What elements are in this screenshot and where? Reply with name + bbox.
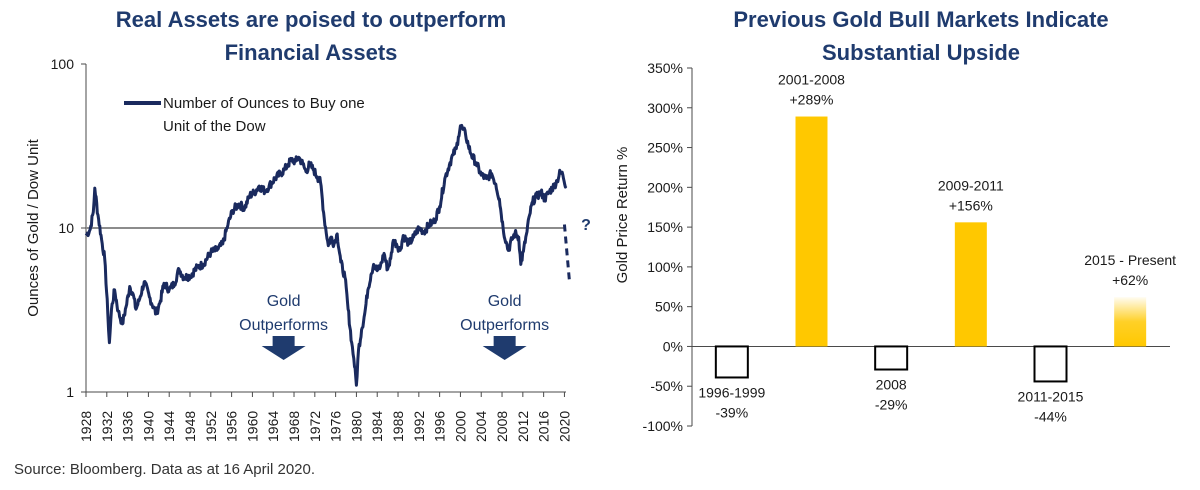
right-chart-title-line-2: Substantial Upside bbox=[822, 40, 1020, 65]
bar-2008 bbox=[874, 345, 909, 371]
right-y-tick-label: 200% bbox=[647, 179, 683, 195]
left-x-tick-label: 1948 bbox=[182, 411, 198, 442]
annotation-gold-outperforms-2-line-2: Outperforms bbox=[460, 317, 549, 334]
bar-2015-present bbox=[1114, 297, 1147, 347]
bar-category-label: 1996-1999 bbox=[698, 384, 765, 400]
left-x-tick-label: 1964 bbox=[265, 411, 281, 442]
left-x-tick-label: 1984 bbox=[369, 411, 385, 442]
left-x-tick-label: 1976 bbox=[328, 411, 344, 442]
bar-category-label: 2011-2015 bbox=[1018, 388, 1084, 404]
left-x-tick-label: 2008 bbox=[494, 411, 510, 442]
right-y-tick-label: -50% bbox=[650, 378, 683, 394]
right-chart-title-line-1: Previous Gold Bull Markets Indicate bbox=[733, 7, 1108, 32]
right-y-tick-label: 50% bbox=[655, 299, 683, 315]
bars: 1996-1999 -39% 2001-2008 +289% 2008 -29% 2009-… bbox=[698, 72, 1176, 425]
right-y-tick-label: 150% bbox=[647, 219, 683, 235]
bar-2009-2011 bbox=[954, 222, 987, 347]
left-y-axis-label: Ounces of Gold / Dow Unit bbox=[25, 138, 42, 316]
left-x-tick-label: 1928 bbox=[78, 411, 94, 442]
left-x-tick-label: 1940 bbox=[140, 411, 156, 442]
left-x-tick-label: 1988 bbox=[390, 411, 406, 442]
left-x-tick-label: 1956 bbox=[224, 411, 240, 442]
question-mark-annotation: ? bbox=[581, 217, 591, 234]
right-y-tick-label: 0% bbox=[663, 338, 683, 354]
left-y-tick-label: 100 bbox=[51, 56, 75, 72]
left-x-tick-label: 1960 bbox=[244, 411, 260, 442]
bar-value-label: +289% bbox=[790, 92, 834, 108]
left-x-ticks: 1928 1932 1936 1940 1944 1948 1952 1956 1960 1964… bbox=[78, 392, 572, 442]
left-y-tick-marks bbox=[81, 63, 86, 393]
annotation-gold-outperforms-1: Gold bbox=[267, 293, 301, 310]
bar-category-label: 2001-2008 bbox=[778, 72, 845, 88]
right-y-ticks: -100% -50% 0% 50% 100% 150% 200% 250% 300% 350% bbox=[643, 60, 692, 434]
annotation-gold-outperforms-1-line-2: Outperforms bbox=[239, 317, 328, 334]
right-y-tick-label: -100% bbox=[643, 418, 683, 434]
right-y-tick-label: 250% bbox=[647, 140, 683, 156]
bar-category-label: 2015 - Present bbox=[1084, 252, 1176, 268]
projection-dashed-line bbox=[562, 224, 572, 284]
left-x-tick-label: 1936 bbox=[120, 411, 136, 442]
left-x-tick-label: 2004 bbox=[473, 411, 489, 442]
bar-2011-2015 bbox=[1033, 345, 1068, 383]
bar-value-label: -44% bbox=[1034, 408, 1067, 424]
legend-label-line-2: Unit of the Dow bbox=[163, 118, 266, 135]
bar-value-label: -39% bbox=[715, 404, 748, 420]
left-x-tick-label: 2020 bbox=[556, 411, 572, 442]
left-x-tick-label: 1996 bbox=[432, 411, 448, 442]
bar-2001-2008 bbox=[795, 116, 828, 347]
bar-category-label: 2008 bbox=[876, 377, 907, 393]
left-x-tick-label: 1944 bbox=[161, 411, 177, 442]
bar-1996-1999 bbox=[714, 345, 749, 379]
annotation-gold-outperforms-2: Gold bbox=[488, 293, 522, 310]
right-y-tick-label: 300% bbox=[647, 100, 683, 116]
left-x-tick-label: 1992 bbox=[411, 411, 427, 442]
left-x-tick-label: 2016 bbox=[536, 411, 552, 442]
arrow-down-icon bbox=[261, 336, 306, 360]
left-x-tick-label: 1972 bbox=[307, 411, 323, 442]
left-x-tick-label: 1932 bbox=[99, 411, 115, 442]
left-y-tick-label: 10 bbox=[58, 220, 74, 236]
left-chart-title-line-2: Financial Assets bbox=[225, 40, 398, 65]
series-line-ounces-per-dow bbox=[84, 123, 568, 387]
bar-value-label: +62% bbox=[1112, 272, 1148, 288]
legend-label-line-1: Number of Ounces to Buy one bbox=[163, 95, 365, 112]
bar-category-label: 2009-2011 bbox=[938, 177, 1004, 193]
left-x-tick-label: 2000 bbox=[452, 411, 468, 442]
right-y-axis-label: Gold Price Return % bbox=[614, 147, 631, 284]
left-x-tick-label: 2012 bbox=[515, 411, 531, 442]
arrow-down-icon bbox=[482, 336, 527, 360]
bar-value-label: -29% bbox=[875, 397, 908, 413]
left-x-tick-label: 1968 bbox=[286, 411, 302, 442]
left-x-tick-label: 1952 bbox=[203, 411, 219, 442]
left-x-tick-label: 1980 bbox=[348, 411, 364, 442]
left-chart-title-line-1: Real Assets are poised to outperform bbox=[116, 7, 506, 32]
bar-value-label: +156% bbox=[949, 197, 993, 213]
source-note: Source: Bloomberg. Data as at 16 April 2… bbox=[14, 461, 315, 478]
right-y-tick-label: 350% bbox=[647, 60, 683, 76]
right-y-tick-label: 100% bbox=[647, 259, 683, 275]
left-y-tick-label: 1 bbox=[66, 384, 74, 400]
